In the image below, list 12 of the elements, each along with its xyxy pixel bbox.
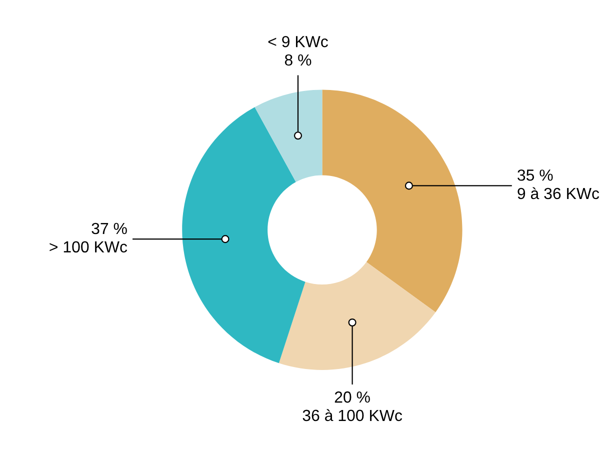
slice-label: 36 à 100 KWc <box>302 409 402 422</box>
slice-label: 9 à 36 KWc <box>518 187 600 200</box>
data-label: 37 % <box>92 222 127 234</box>
data-label: 35 % <box>518 169 553 181</box>
slice-label: < 9 KWc <box>268 36 328 48</box>
donut-slice <box>182 107 306 364</box>
slice-label: > 100 KWc <box>50 241 128 253</box>
data-label: 20 % <box>334 391 370 403</box>
data-label: 8 % <box>284 54 312 66</box>
donut-slice <box>278 262 436 370</box>
donut-slice <box>322 90 462 312</box>
donut-slice <box>254 90 322 182</box>
